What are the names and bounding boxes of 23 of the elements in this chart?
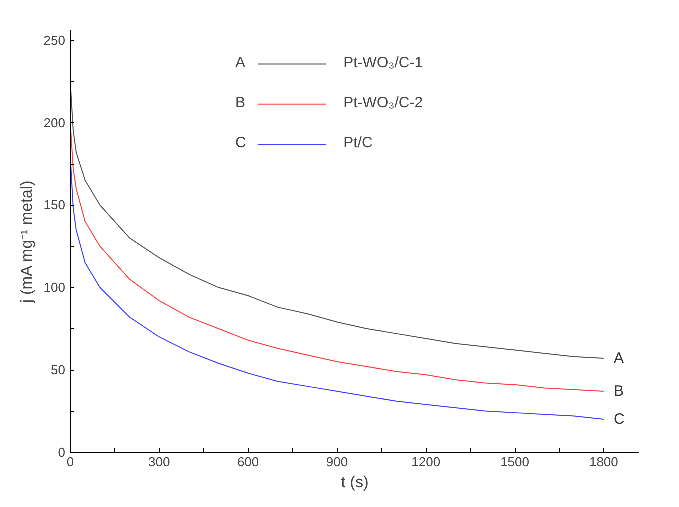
x-tick-label: 600 <box>237 454 260 470</box>
y-tick-label: 250 <box>44 32 66 48</box>
y-tick-label: 150 <box>44 198 66 213</box>
legend-label: Pt-WO₃/C-1 <box>344 54 424 72</box>
y-tick-label: 100 <box>44 280 66 296</box>
text: C <box>236 134 246 152</box>
legend-label: Pt-WO₃/C-2 <box>344 94 424 112</box>
text: A <box>236 54 246 72</box>
x-axis-title: t (s) <box>341 474 369 492</box>
x-tick-label: 1500 <box>500 454 530 470</box>
y-tick-label: 50 <box>51 362 66 378</box>
text: B <box>236 94 246 112</box>
y-tick-label: 200 <box>44 115 66 130</box>
x-tick-label: 1200 <box>412 454 441 470</box>
y-axis-title: j (mA mg⁻¹ metal) <box>18 180 36 304</box>
annotation: B <box>614 383 624 400</box>
x-tick-label: 1800 <box>589 454 618 470</box>
x-tick-label: 900 <box>326 454 348 470</box>
annotation: C <box>614 411 625 428</box>
y-tick-label: 0 <box>58 445 66 460</box>
annotation: A <box>614 350 624 368</box>
legend-label: Pt/C <box>344 134 373 152</box>
x-tick-label: 300 <box>148 454 170 470</box>
